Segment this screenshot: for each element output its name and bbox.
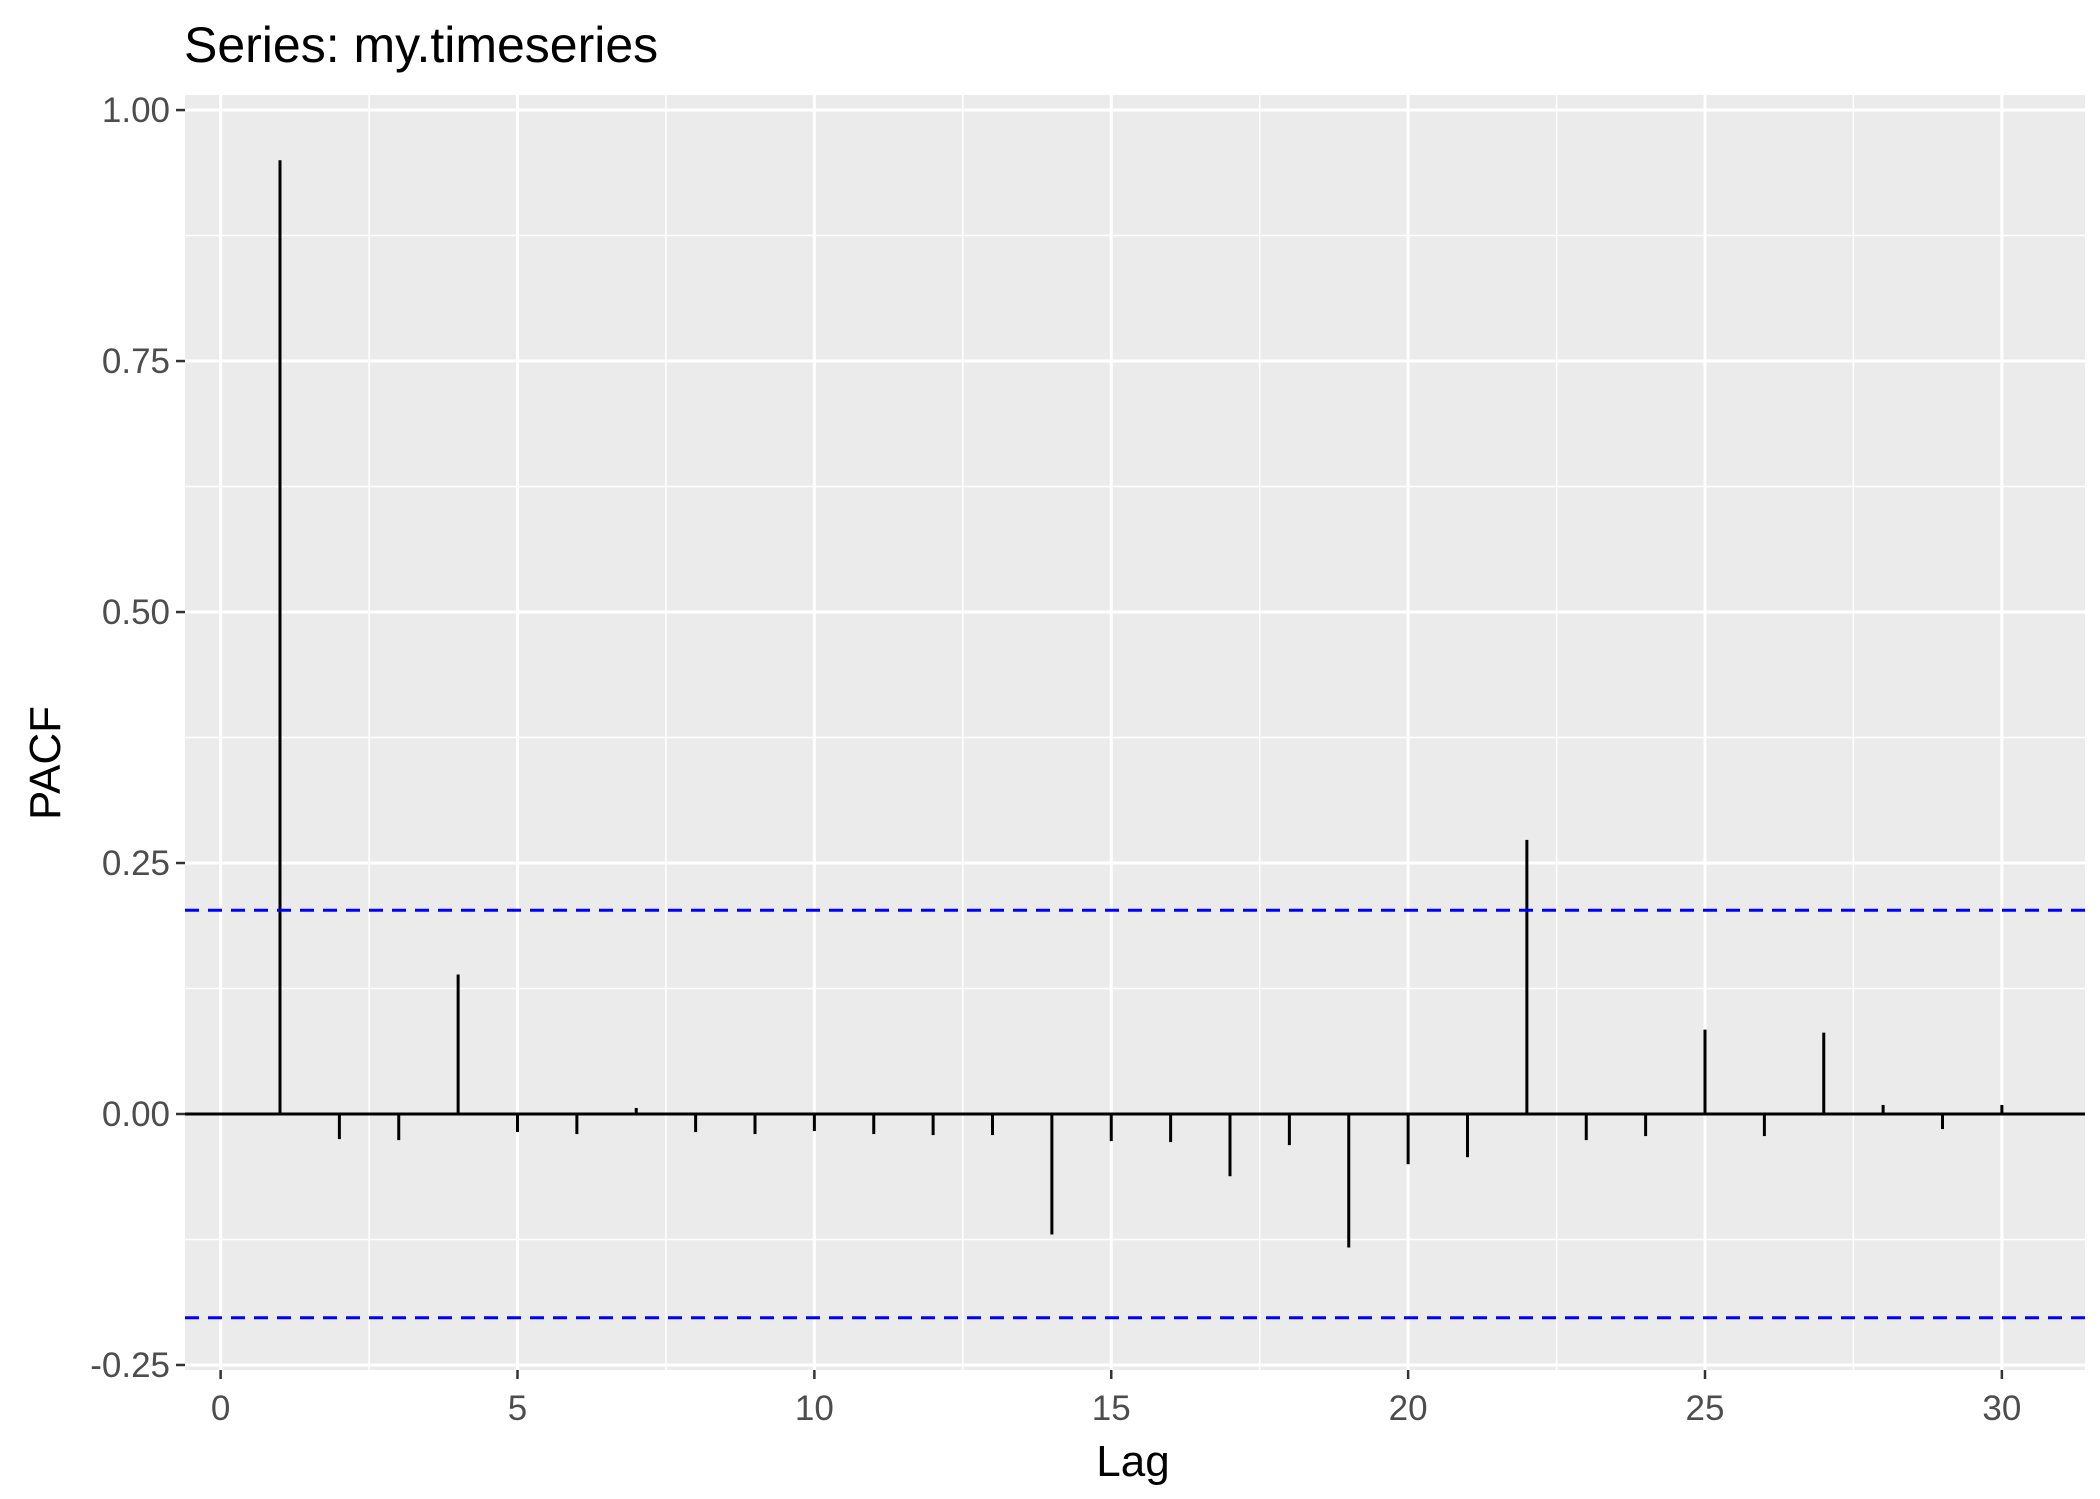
plot-panel: [185, 95, 2085, 1370]
major-gridlines: [185, 95, 2085, 1370]
y-tick-label: 0.00: [102, 1095, 170, 1134]
y-tick-label: 0.25: [102, 844, 170, 883]
x-tick-label: 0: [211, 1389, 230, 1428]
x-tick-label: 20: [1389, 1389, 1428, 1428]
confidence-bands: [185, 908, 2085, 1320]
tick-labels: 0 5 10 15 20 25 30 -0.25 0.00 0.25 0.50 0.75 1.00: [90, 91, 2021, 1428]
x-tick-label: 25: [1686, 1389, 1725, 1428]
x-tick-label: 30: [1982, 1389, 2021, 1428]
pacf-bars: [185, 160, 2085, 1248]
y-tick-label: -0.25: [90, 1346, 170, 1385]
x-axis-title: Lag: [1096, 1437, 1169, 1486]
axis-ticks: [176, 108, 2004, 1379]
chart-title: Series: my.timeseries: [184, 17, 658, 73]
x-tick-label: 5: [508, 1389, 527, 1428]
y-tick-label: 1.00: [102, 91, 170, 130]
x-tick-label: 10: [795, 1389, 834, 1428]
minor-gridlines: [185, 95, 2085, 1370]
x-tick-label: 15: [1092, 1389, 1131, 1428]
y-axis-title: PACF: [21, 706, 70, 820]
y-tick-label: 0.75: [102, 342, 170, 381]
y-tick-label: 0.50: [102, 593, 170, 632]
